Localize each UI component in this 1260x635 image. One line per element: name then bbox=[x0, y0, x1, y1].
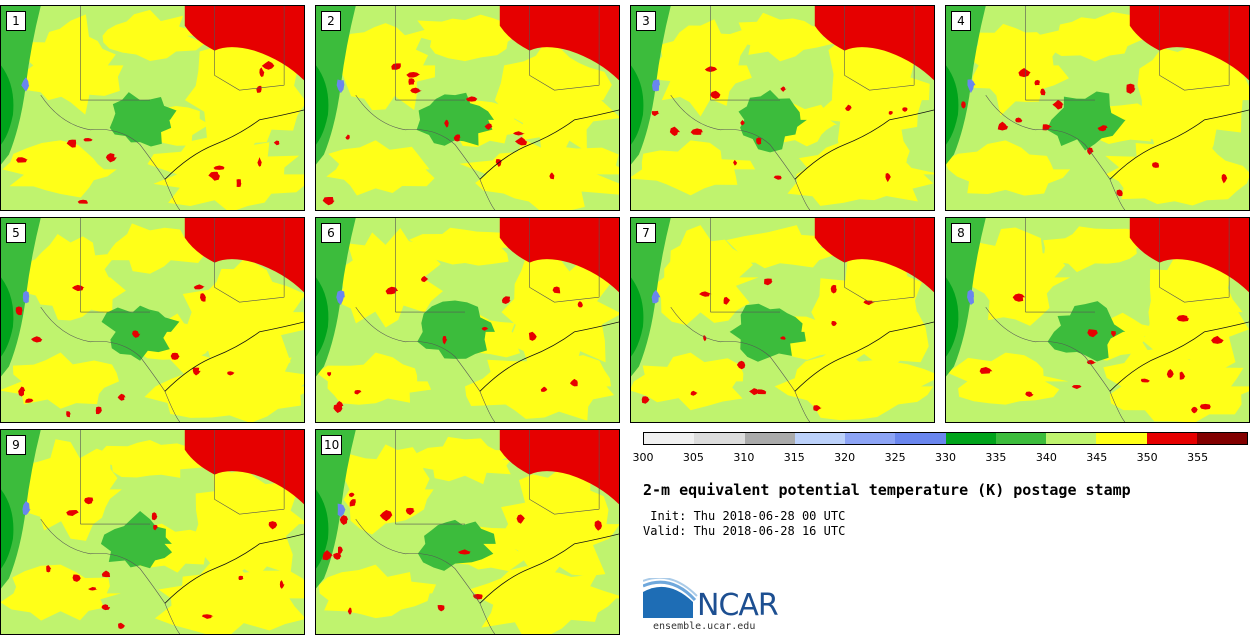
theta-e-field bbox=[1, 6, 304, 210]
member-panel-2: 2 bbox=[315, 5, 620, 211]
colorbar-tick-label: 315 bbox=[783, 451, 805, 464]
colorbar-tick-label: 340 bbox=[1035, 451, 1057, 464]
member-number: 10 bbox=[321, 435, 343, 455]
theta-e-field bbox=[631, 6, 934, 210]
colorbar-segment bbox=[895, 433, 946, 444]
plot-title: 2-m equivalent potential temperature (K)… bbox=[643, 481, 1131, 499]
theta-e-field bbox=[1, 430, 304, 634]
member-number: 6 bbox=[321, 223, 341, 243]
colorbar-segment bbox=[845, 433, 896, 444]
member-number: 4 bbox=[951, 11, 971, 31]
colorbar-ticks: 300 305 310 315 320 325 330 335 340 345 350 355 bbox=[633, 451, 1248, 467]
colorbar-tick-label: 335 bbox=[985, 451, 1007, 464]
ncar-logo-icon bbox=[643, 578, 698, 618]
member-panel-7: 7 bbox=[630, 217, 935, 423]
valid-time: Valid: Thu 2018-06-28 16 UTC bbox=[643, 524, 846, 538]
member-panel-8: 8 bbox=[945, 217, 1250, 423]
colorbar-tick-label: 330 bbox=[935, 451, 956, 464]
colorbar-segment bbox=[1046, 433, 1097, 444]
member-panel-1: 1 bbox=[0, 5, 305, 211]
member-number: 2 bbox=[321, 11, 341, 31]
colorbar-segment bbox=[694, 433, 745, 444]
member-panel-3: 3 bbox=[630, 5, 935, 211]
theta-e-field bbox=[316, 218, 619, 422]
site-url: ensemble.ucar.edu bbox=[653, 621, 756, 632]
theta-e-field bbox=[946, 6, 1249, 210]
theta-e-field bbox=[631, 218, 934, 422]
colorbar-tick-label: 300 bbox=[632, 451, 654, 464]
colorbar-segment bbox=[945, 433, 996, 444]
theta-e-field bbox=[316, 430, 619, 634]
theta-e-field bbox=[1, 218, 304, 422]
member-number: 5 bbox=[6, 223, 26, 243]
colorbar-tick-label: 305 bbox=[682, 451, 704, 464]
theta-e-field bbox=[946, 218, 1249, 422]
member-panel-9: 9 bbox=[0, 429, 305, 635]
init-time: Init: Thu 2018-06-28 00 UTC bbox=[643, 509, 846, 523]
colorbar-tick-label: 345 bbox=[1086, 451, 1108, 464]
colorbar-segment bbox=[995, 433, 1046, 444]
colorbar-segment bbox=[1146, 433, 1197, 444]
colorbar-segment bbox=[1196, 433, 1247, 444]
colorbar-tick-label: 325 bbox=[884, 451, 906, 464]
colorbar-segment bbox=[644, 433, 695, 444]
member-panel-5: 5 bbox=[0, 217, 305, 423]
ncar-logo-text: NCAR bbox=[697, 588, 779, 623]
member-number: 7 bbox=[636, 223, 656, 243]
colorbar-tick-label: 350 bbox=[1136, 451, 1158, 464]
colorbar-tick-label: 355 bbox=[1187, 451, 1209, 464]
member-number: 8 bbox=[951, 223, 971, 243]
colorbar-segment bbox=[1096, 433, 1147, 444]
member-number: 3 bbox=[636, 11, 656, 31]
member-number: 9 bbox=[6, 435, 26, 455]
member-panel-10: 10 bbox=[315, 429, 620, 635]
member-panel-6: 6 bbox=[315, 217, 620, 423]
colorbar-tick-label: 320 bbox=[834, 451, 856, 464]
member-panel-4: 4 bbox=[945, 5, 1250, 211]
member-number: 1 bbox=[6, 11, 26, 31]
colorbar-tick-label: 310 bbox=[733, 451, 755, 464]
theta-e-field bbox=[316, 6, 619, 210]
colorbar bbox=[643, 432, 1248, 445]
colorbar-segment bbox=[744, 433, 795, 444]
colorbar-segment bbox=[794, 433, 845, 444]
